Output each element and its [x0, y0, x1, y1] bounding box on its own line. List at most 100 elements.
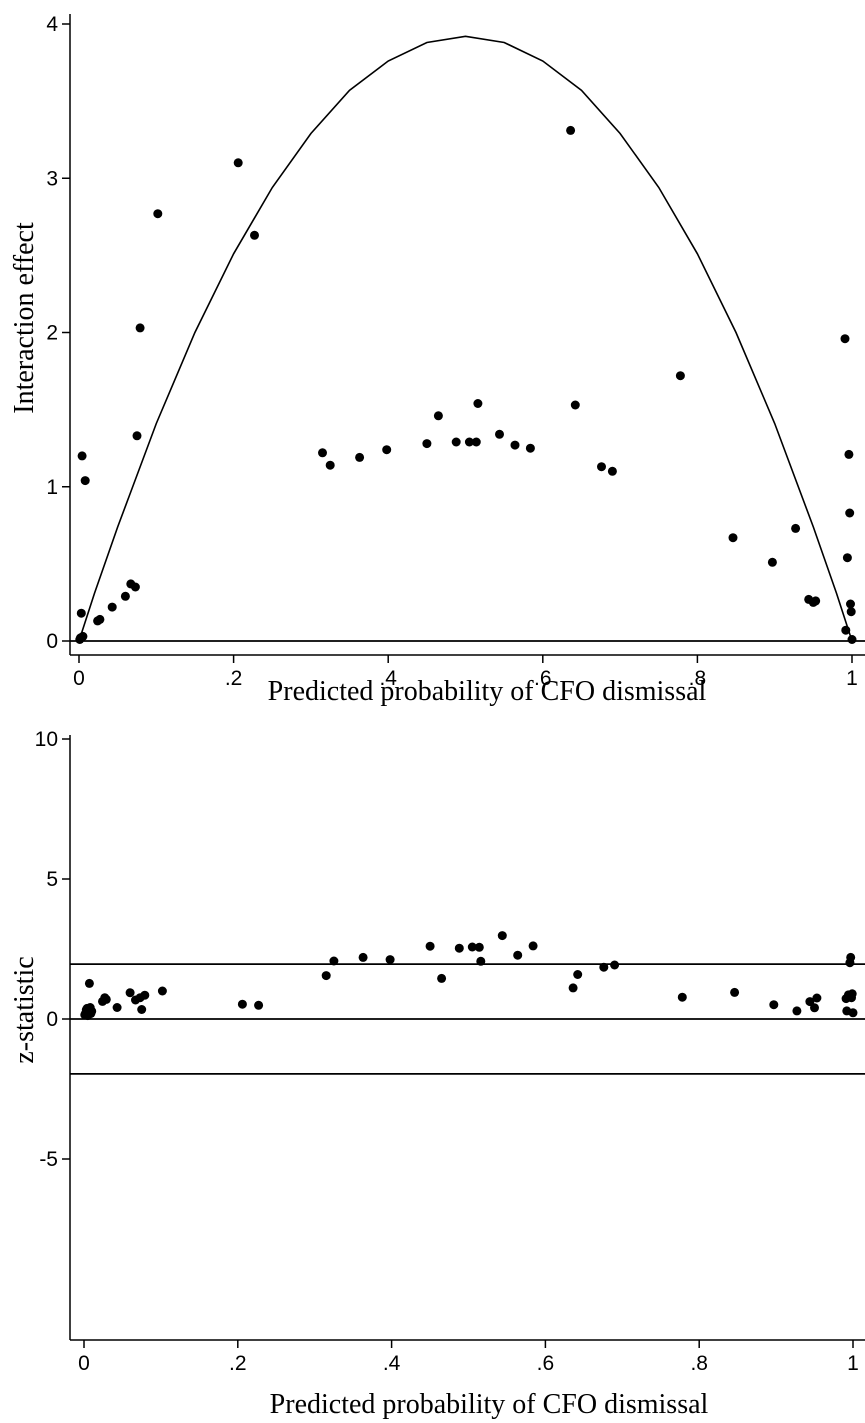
scatter-point	[358, 952, 368, 962]
scatter-point	[497, 931, 507, 941]
scatter-point	[237, 999, 247, 1009]
scatter-point	[568, 983, 578, 993]
scatter-point	[107, 602, 117, 612]
fitted-curve	[78, 35, 853, 642]
scatter-point	[847, 989, 857, 999]
scatter-point	[812, 993, 822, 1003]
scatter-point	[382, 445, 392, 455]
scatter-point	[805, 997, 815, 1007]
scatter-point	[767, 557, 777, 567]
x-tick-label: 1	[847, 1352, 859, 1375]
scatter-point	[846, 599, 855, 609]
y-tick-label: 10	[35, 728, 58, 751]
scatter-point	[845, 508, 855, 518]
scatter-point	[846, 607, 856, 617]
scatter-point	[321, 971, 331, 981]
scatter-point	[513, 950, 523, 960]
x-tick-label: 1	[846, 667, 858, 690]
scatter-point	[467, 942, 477, 952]
scatter-point	[112, 1003, 122, 1012]
scatter-point	[599, 962, 609, 972]
scatter-point	[137, 1005, 147, 1014]
y-tick-label: 4	[46, 13, 58, 36]
scatter-point	[329, 956, 339, 966]
scatter-point	[728, 533, 738, 543]
scatter-point	[476, 956, 486, 966]
scatter-point	[95, 614, 105, 624]
scatter-point	[675, 371, 685, 381]
y-tick-label: 0	[46, 1008, 58, 1031]
scatter-point	[451, 437, 461, 447]
scatter-point	[422, 439, 432, 449]
scatter-point	[120, 591, 130, 601]
scatter-point	[437, 973, 447, 983]
scatter-point	[730, 987, 740, 997]
scatter-point	[132, 431, 142, 441]
scatter-point	[77, 451, 87, 461]
scatter-point	[433, 411, 443, 421]
scatter-point	[769, 1000, 779, 1010]
scatter-point	[842, 553, 852, 563]
scatter-point	[840, 334, 850, 344]
y-tick-label: 3	[46, 167, 58, 190]
scatter-point	[355, 452, 365, 462]
x-tick-label: 0	[73, 667, 85, 690]
x-tick-label: .4	[383, 1352, 401, 1375]
y-tick-label: 0	[46, 630, 58, 653]
scatter-point	[80, 476, 90, 486]
scatter-point	[135, 323, 145, 333]
scatter-point	[153, 209, 163, 219]
scatter-point	[810, 1003, 819, 1013]
scatter-point	[525, 443, 535, 453]
scatter-point	[130, 582, 140, 592]
interaction-effect-panel: Predicted probability of CFO dismissal I…	[9, 13, 865, 707]
scatter-point	[510, 440, 520, 450]
scatter-point	[570, 400, 580, 410]
scatter-point	[573, 970, 583, 979]
x-axis-title-bottom: Predicted probability of CFO dismissal	[270, 1389, 709, 1420]
scatter-point	[610, 960, 620, 970]
scatter-point	[254, 1000, 264, 1010]
scatter-point	[157, 986, 167, 996]
y-axis-title-top: Interaction effect	[9, 222, 40, 414]
scatter-point	[84, 978, 94, 988]
y-axis-title-bottom: z-statistic	[9, 956, 40, 1063]
y-tick-label: 5	[46, 868, 58, 891]
scatter-point	[76, 608, 86, 618]
x-tick-label: .2	[225, 667, 243, 690]
y-tick-label: -5	[39, 1148, 58, 1171]
scatter-point	[566, 125, 576, 135]
scatter-point	[597, 462, 606, 472]
x-tick-label: 0	[78, 1352, 90, 1375]
scatter-point	[454, 943, 464, 953]
scatter-point	[464, 437, 474, 447]
z-statistic-panel: Predicted probability of CFO dismissal z…	[9, 728, 865, 1420]
y-tick-label: 1	[46, 476, 58, 499]
scatter-point	[811, 596, 821, 606]
x-tick-label: .2	[229, 1352, 247, 1375]
x-tick-label: .6	[534, 667, 552, 690]
x-tick-label: .4	[379, 667, 397, 690]
scatter-point	[385, 955, 395, 965]
scatter-point	[471, 437, 481, 447]
x-axis-title-top: Predicted probability of CFO dismissal	[268, 676, 707, 707]
scatter-point	[495, 429, 504, 439]
scatter-point	[87, 1006, 97, 1016]
scatter-point	[791, 523, 801, 533]
scatter-point	[474, 942, 484, 952]
scatter-point	[473, 399, 483, 408]
scatter-point	[677, 992, 687, 1002]
scatter-point	[848, 1008, 858, 1018]
scatter-point	[101, 994, 111, 1004]
scatter-point	[528, 941, 538, 951]
scatter-point	[125, 988, 135, 998]
scatter-point	[844, 449, 854, 459]
scatter-point	[792, 1006, 802, 1016]
y-tick-label: 2	[46, 322, 58, 345]
scatter-point	[325, 460, 335, 470]
scatter-point	[233, 158, 243, 168]
scatter-point	[140, 990, 150, 1000]
x-tick-label: .6	[537, 1352, 555, 1375]
scatter-point	[846, 952, 856, 962]
